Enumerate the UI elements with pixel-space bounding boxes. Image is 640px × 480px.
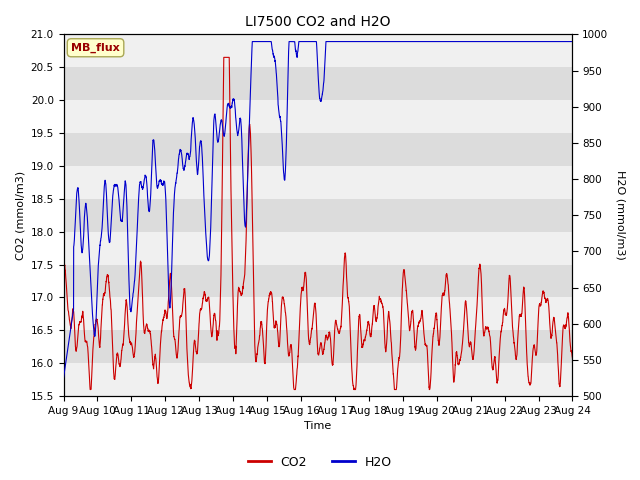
- Bar: [63, 298, 573, 330]
- Bar: [63, 264, 573, 298]
- Text: MB_flux: MB_flux: [71, 43, 120, 53]
- Bar: [63, 100, 573, 133]
- Bar: [63, 166, 573, 199]
- Bar: [63, 330, 573, 363]
- Y-axis label: CO2 (mmol/m3): CO2 (mmol/m3): [15, 171, 25, 260]
- Bar: [63, 363, 573, 396]
- Title: LI7500 CO2 and H2O: LI7500 CO2 and H2O: [245, 15, 391, 29]
- Bar: [63, 232, 573, 264]
- Bar: [63, 67, 573, 100]
- Bar: [63, 199, 573, 232]
- X-axis label: Time: Time: [305, 421, 332, 432]
- Y-axis label: H2O (mmol/m3): H2O (mmol/m3): [615, 170, 625, 260]
- Bar: [63, 133, 573, 166]
- Bar: [63, 35, 573, 67]
- Legend: CO2, H2O: CO2, H2O: [243, 451, 397, 474]
